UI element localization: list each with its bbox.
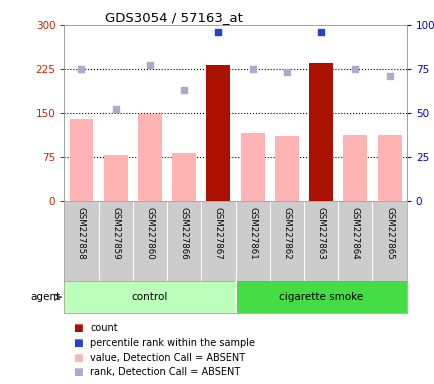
- Text: value, Detection Call = ABSENT: value, Detection Call = ABSENT: [90, 353, 245, 362]
- Bar: [138, 114, 161, 201]
- Text: ■: ■: [73, 353, 82, 362]
- Text: ■: ■: [73, 323, 82, 333]
- Bar: [69, 119, 93, 201]
- Point: [214, 29, 221, 35]
- Text: control: control: [132, 292, 168, 302]
- Bar: [206, 65, 230, 201]
- Bar: [309, 63, 332, 201]
- Bar: [172, 153, 196, 201]
- Point: [78, 66, 85, 72]
- Text: GSM227865: GSM227865: [384, 207, 393, 260]
- Bar: [104, 155, 128, 201]
- Bar: [240, 133, 264, 201]
- Bar: [342, 134, 366, 201]
- Text: GSM227864: GSM227864: [350, 207, 359, 260]
- Text: GSM227867: GSM227867: [214, 207, 222, 260]
- Point: [283, 70, 290, 76]
- Text: cigarette smoke: cigarette smoke: [278, 292, 362, 302]
- Bar: [235, 281, 406, 313]
- Text: ■: ■: [73, 338, 82, 348]
- Point: [385, 73, 392, 79]
- Point: [146, 62, 153, 68]
- Point: [180, 87, 187, 93]
- Text: GSM227859: GSM227859: [111, 207, 120, 260]
- Text: GSM227863: GSM227863: [316, 207, 325, 260]
- Point: [351, 66, 358, 72]
- Bar: [64, 281, 235, 313]
- Point: [317, 29, 324, 35]
- Point: [112, 106, 119, 113]
- Text: percentile rank within the sample: percentile rank within the sample: [90, 338, 255, 348]
- Text: rank, Detection Call = ABSENT: rank, Detection Call = ABSENT: [90, 367, 240, 377]
- Text: GSM227861: GSM227861: [248, 207, 256, 260]
- Text: GSM227866: GSM227866: [179, 207, 188, 260]
- Text: ■: ■: [73, 367, 82, 377]
- Text: count: count: [90, 323, 118, 333]
- Text: GDS3054 / 57163_at: GDS3054 / 57163_at: [105, 11, 243, 24]
- Point: [249, 66, 256, 72]
- Text: GSM227862: GSM227862: [282, 207, 291, 260]
- Text: GSM227860: GSM227860: [145, 207, 154, 260]
- Bar: [274, 136, 298, 201]
- Bar: [377, 134, 401, 201]
- Text: agent: agent: [30, 292, 60, 302]
- Text: GSM227858: GSM227858: [77, 207, 86, 260]
